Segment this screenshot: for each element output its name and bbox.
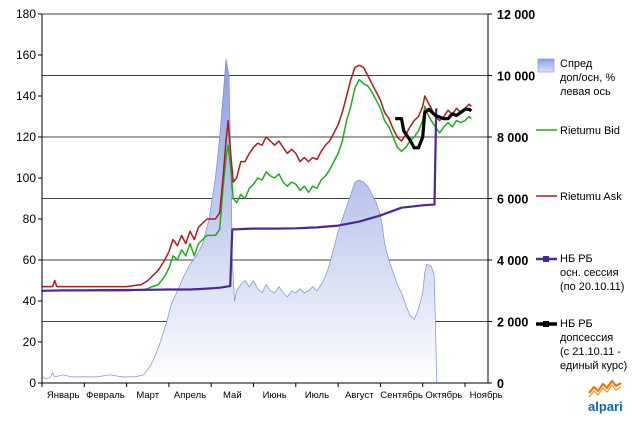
- left-tick-label: 20: [23, 335, 37, 349]
- left-tick-label: 40: [23, 294, 37, 308]
- month-label: Июнь: [263, 390, 287, 401]
- nbrb-main-line: [41, 108, 438, 292]
- rietumu-ask-line: [42, 64, 472, 288]
- legend-label: Rietumu Bid: [560, 125, 620, 137]
- right-tick-label: 2 000: [497, 316, 528, 330]
- gridlines: [42, 13, 488, 322]
- logo-wave-icon-2: [588, 384, 622, 398]
- month-label: Июль: [305, 390, 329, 401]
- legend-label: НБ РБ: [560, 318, 593, 330]
- legend-label: НБ РБ: [560, 253, 593, 265]
- month-label: Март: [136, 390, 159, 401]
- month-label: Ноябрь: [470, 390, 503, 401]
- left-tick-label: 100: [16, 171, 36, 185]
- logo-wave-icon: [588, 379, 622, 394]
- legend-label: единый курс): [560, 360, 627, 372]
- month-label: Февраль: [86, 390, 125, 401]
- month-label: Сентябрь: [380, 390, 423, 401]
- nbrb-extra-line: [395, 107, 473, 150]
- legend: Спред доп/осн, % левая ось Rietumu Bid Rietu…: [536, 58, 627, 372]
- month-label: Май: [223, 390, 242, 401]
- legend-swatch-marker: [543, 321, 549, 327]
- month-label: Октябрь: [425, 390, 462, 401]
- left-tick-label: 140: [16, 89, 36, 103]
- legend-label: (по 20.10.11): [560, 281, 624, 293]
- right-tick-label: 4 000: [497, 254, 528, 268]
- line-series-layer: [41, 64, 473, 292]
- month-label: Август: [345, 390, 374, 401]
- month-label: Январь: [47, 390, 80, 401]
- rietumu-bid-line: [42, 78, 472, 292]
- axes: 0 20 40 60 80 100 120 140 160 180 0 2 000 4 000 6 000…: [16, 7, 535, 401]
- legend-label: осн. сессия: [560, 267, 619, 279]
- legend-label: (с 21.10.11 -: [560, 346, 621, 358]
- right-tick-label: 8 000: [497, 131, 528, 145]
- spread-area: [42, 59, 437, 383]
- right-tick-label: 6 000: [497, 193, 528, 207]
- alpari-logo: alpari: [588, 379, 623, 414]
- legend-swatch-spread: [537, 58, 555, 73]
- spread-area-outline: [41, 59, 438, 384]
- left-tick-label: 0: [29, 376, 36, 390]
- legend-label: Rietumu Ask: [560, 191, 622, 203]
- left-tick-label: 160: [16, 48, 36, 62]
- legend-swatch-marker: [543, 256, 549, 262]
- month-label: Апрель: [174, 390, 206, 401]
- legend-label: допсессия: [560, 332, 613, 344]
- area-series-layer: [41, 59, 438, 384]
- legend-label: Спред: [560, 58, 593, 70]
- left-tick-label: 60: [23, 253, 37, 267]
- left-tick-label: 80: [23, 212, 37, 226]
- logo-text: alpari: [588, 399, 623, 414]
- legend-label: доп/осн, %: [560, 72, 615, 84]
- legend-label: левая ось: [560, 86, 611, 98]
- right-tick-label: 0: [497, 377, 504, 391]
- right-tick-label: 12 000: [497, 8, 535, 22]
- left-tick-label: 180: [16, 7, 36, 21]
- right-tick-label: 10 000: [497, 70, 535, 84]
- left-tick-label: 120: [16, 130, 36, 144]
